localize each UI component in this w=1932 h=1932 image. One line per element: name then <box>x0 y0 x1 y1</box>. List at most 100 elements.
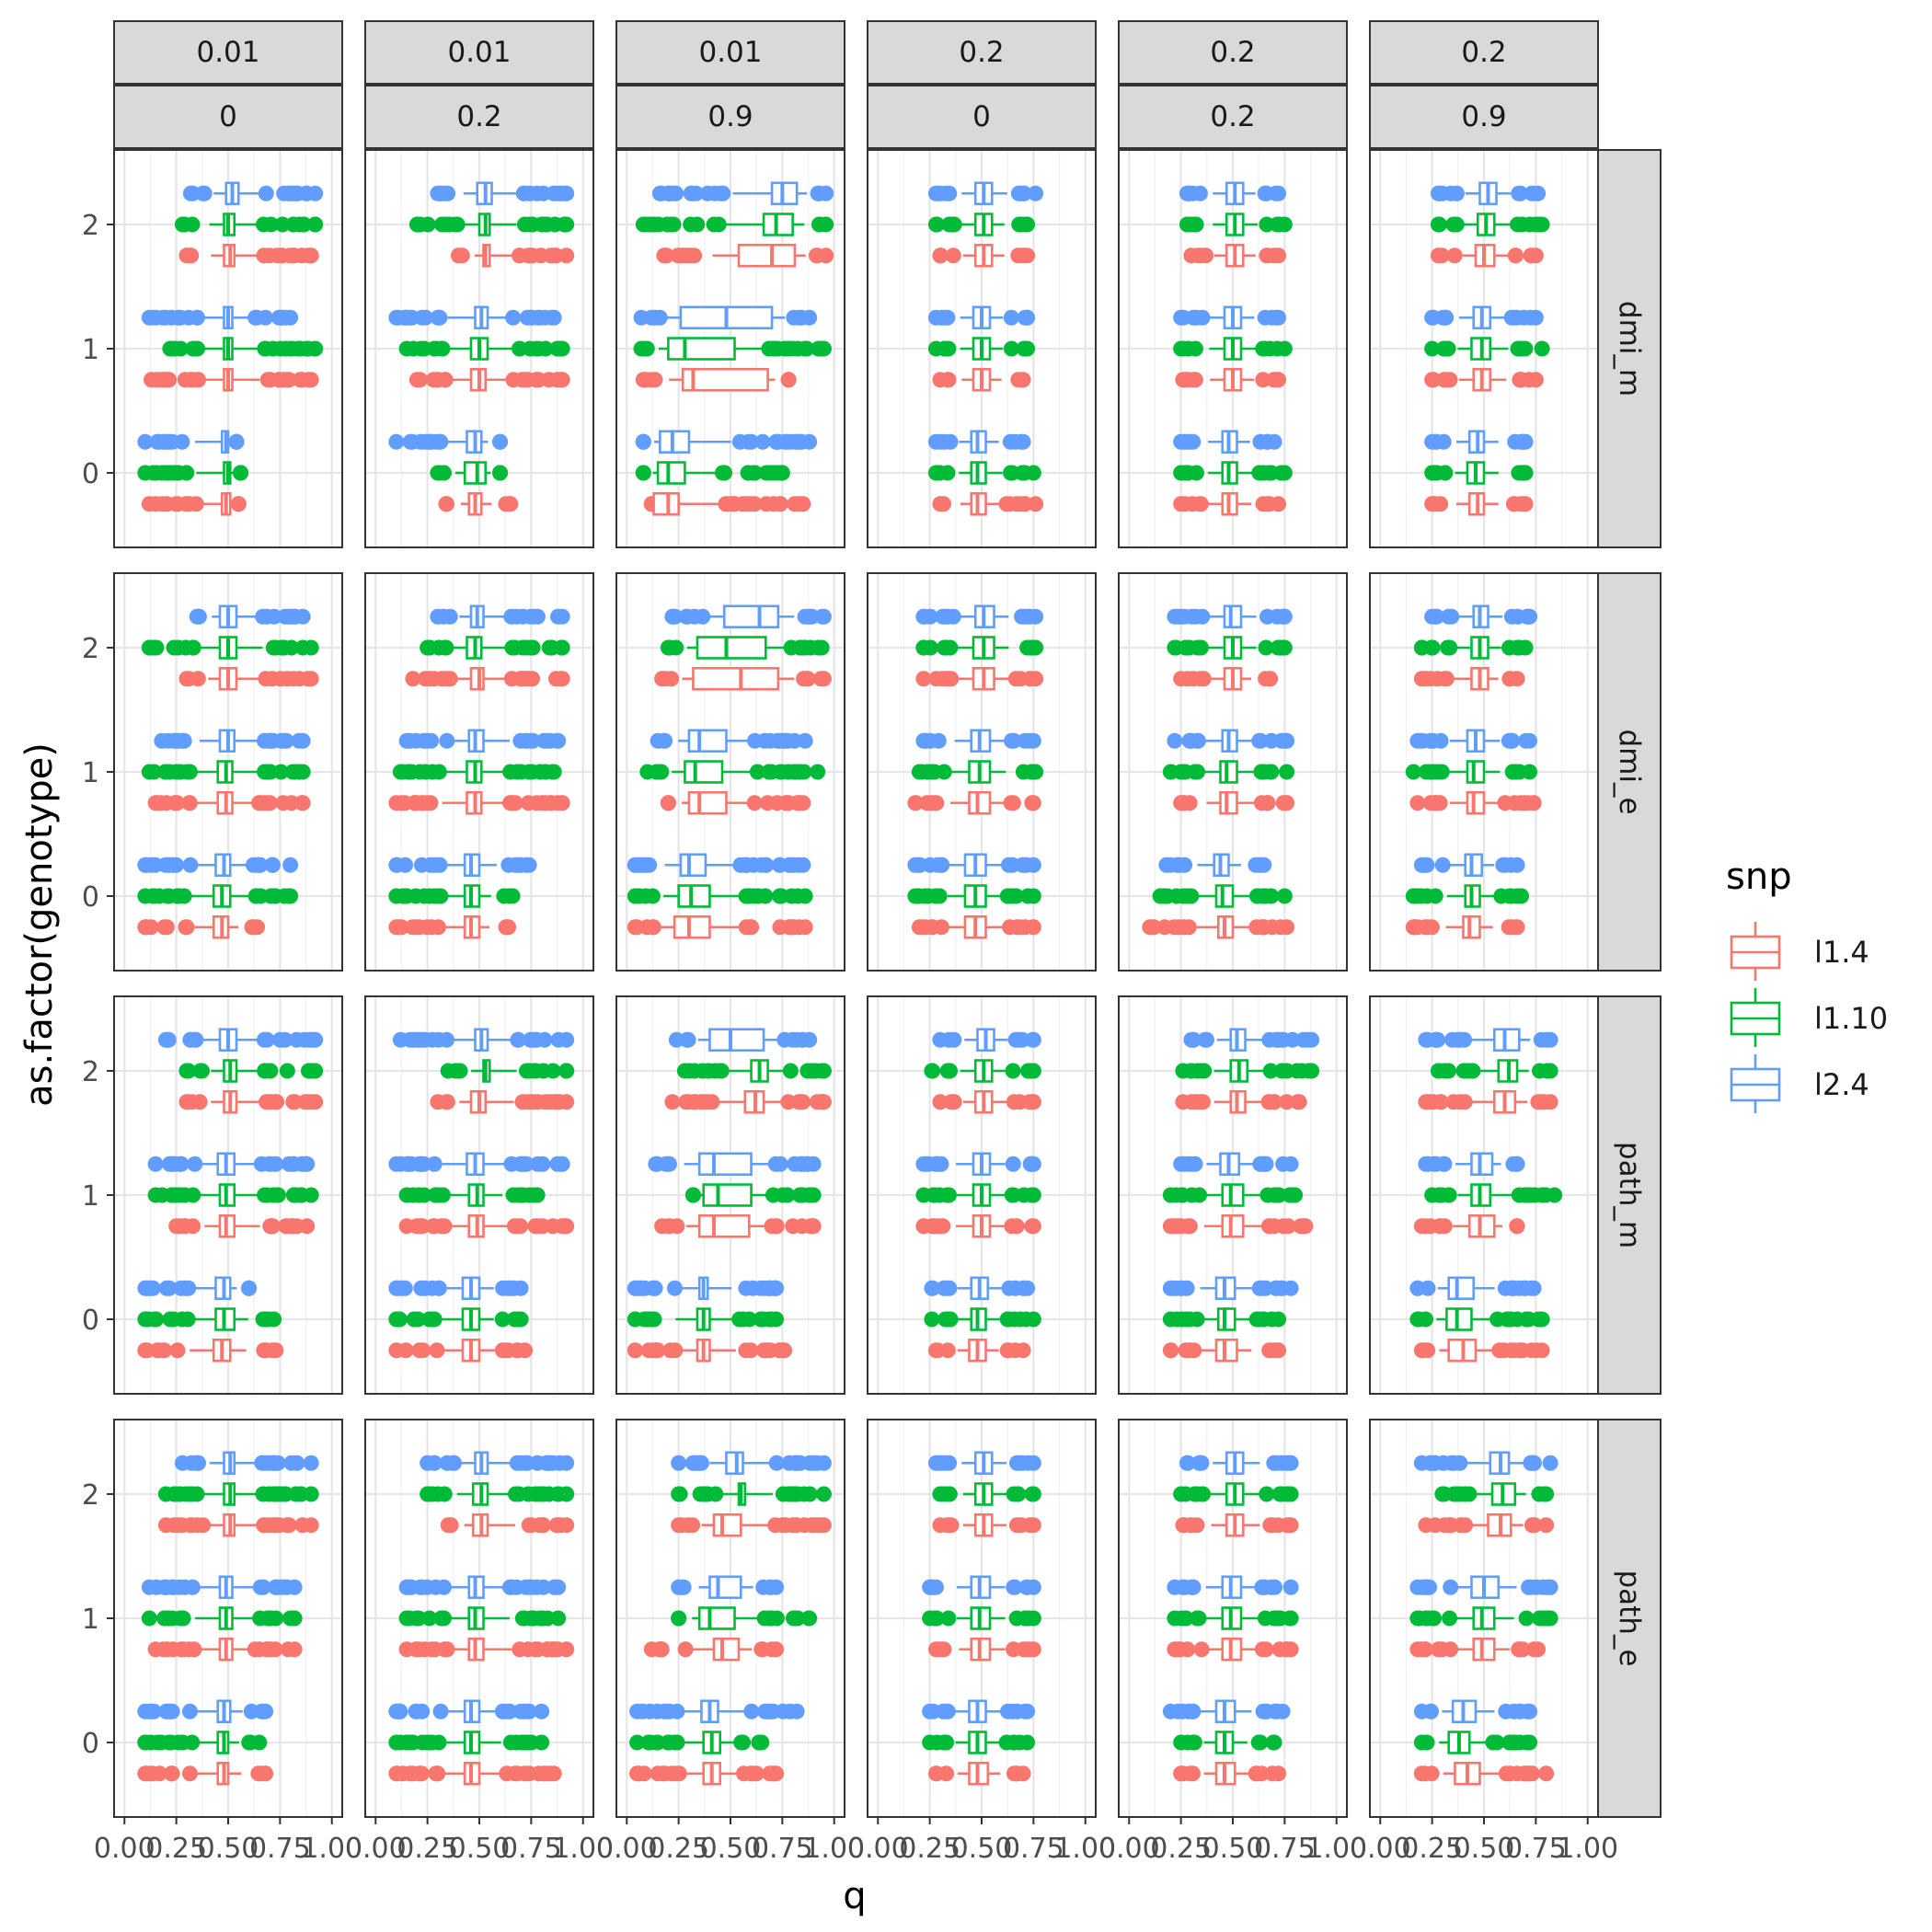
outlier-point <box>137 919 154 936</box>
outlier-point <box>1186 1734 1202 1751</box>
outlier-point <box>1173 340 1190 357</box>
outlier-point <box>792 1455 809 1471</box>
outlier-point <box>1491 1342 1508 1359</box>
box-l1.10-genotype-1 <box>147 1183 319 1207</box>
outlier-point <box>919 795 936 811</box>
outlier-point <box>932 496 949 512</box>
outlier-point <box>1195 1486 1212 1502</box>
outlier-point <box>1181 1342 1198 1359</box>
y-tick-label: 0 <box>82 1305 99 1337</box>
outlier-point <box>1534 340 1550 357</box>
outlier-point <box>1173 309 1190 326</box>
box-l2.4-genotype-1 <box>388 1152 570 1177</box>
outlier-point <box>1436 1517 1453 1534</box>
outlier-point <box>1434 1486 1451 1502</box>
outlier-point <box>541 639 558 656</box>
box-l1.10-genotype-0 <box>137 884 299 908</box>
outlier-point <box>780 795 797 811</box>
box-l2.4-genotype-2 <box>420 1451 575 1476</box>
outlier-point <box>259 372 276 388</box>
outlier-point <box>512 671 529 687</box>
outlier-point <box>272 1486 289 1502</box>
outlier-point <box>509 1218 525 1235</box>
outlier-point <box>185 639 201 656</box>
outlier-point <box>398 1218 415 1235</box>
outlier-point <box>1534 1311 1550 1328</box>
outlier-point <box>648 1156 664 1172</box>
outlier-point <box>500 1280 516 1296</box>
box-l2.4-genotype-0 <box>924 1276 1036 1301</box>
outlier-point <box>266 1311 282 1328</box>
outlier-point <box>1266 1734 1282 1751</box>
outlier-point <box>1461 1486 1478 1502</box>
box-l1.10-genotype-2 <box>927 213 1036 236</box>
panel-dmi_m-3 <box>867 149 1097 548</box>
box-l1.4-genotype-1 <box>932 367 1031 392</box>
panel-border <box>615 572 845 972</box>
outlier-point <box>430 1094 446 1110</box>
outlier-point <box>768 1455 785 1471</box>
box-l2.4-genotype-2 <box>668 1028 818 1052</box>
outlier-point <box>772 496 788 512</box>
outlier-point <box>1279 1063 1295 1079</box>
panel-path_m-4 <box>1118 995 1348 1395</box>
strip-background <box>615 20 845 85</box>
outlier-point <box>1028 185 1044 201</box>
outlier-point <box>252 795 269 811</box>
outlier-point <box>915 1218 932 1235</box>
outlier-point <box>1418 1094 1434 1110</box>
col-strip-label-top: 0.2 <box>1461 36 1506 69</box>
outlier-point <box>633 309 650 326</box>
outlier-point <box>1004 732 1020 749</box>
outlier-point <box>1413 671 1430 687</box>
outlier-point <box>1173 496 1190 512</box>
outlier-point <box>162 1311 178 1328</box>
panel-border <box>867 572 1097 972</box>
outlier-point <box>924 1311 940 1328</box>
outlier-point <box>1511 185 1527 201</box>
y-tick-label: 0 <box>82 881 99 914</box>
outlier-point <box>1276 639 1293 656</box>
outlier-point <box>1276 216 1293 233</box>
box-l2.4-genotype-0 <box>635 430 818 454</box>
outlier-point <box>671 1517 687 1534</box>
outlier-point <box>686 1455 703 1471</box>
outlier-point <box>1010 1486 1027 1502</box>
outlier-point <box>1014 1031 1030 1048</box>
outlier-point <box>1173 1156 1190 1172</box>
row-strip-label: dmi_m <box>1613 301 1646 397</box>
outlier-point <box>558 247 575 264</box>
panels-layer <box>113 149 1599 1818</box>
box-l2.4-genotype-0 <box>907 853 1041 878</box>
outlier-point <box>922 857 938 873</box>
outlier-point <box>295 216 312 233</box>
outlier-point <box>303 639 319 656</box>
y-tick-label: 2 <box>82 1056 99 1088</box>
outlier-point <box>450 247 466 264</box>
outlier-point <box>272 671 289 687</box>
box-body <box>712 1637 741 1662</box>
outlier-point <box>1179 888 1196 904</box>
box-l2.4-genotype-2 <box>1167 604 1293 629</box>
box-l2.4-genotype-2 <box>1179 181 1287 206</box>
outlier-point <box>430 919 446 936</box>
outlier-point <box>1282 1641 1299 1658</box>
box-l1.10-genotype-0 <box>1405 884 1530 908</box>
outlier-point <box>1501 1734 1518 1751</box>
box-l2.4-genotype-2 <box>189 604 311 629</box>
box-l1.10-genotype-0 <box>1162 1307 1287 1331</box>
box-l2.4-genotype-0 <box>1413 1699 1538 1724</box>
outlier-point <box>303 1455 319 1471</box>
outlier-point <box>1424 340 1441 357</box>
outlier-point <box>558 1455 575 1471</box>
outlier-point <box>185 372 201 388</box>
outlier-point <box>275 639 292 656</box>
box-l2.4-genotype-0 <box>388 430 509 454</box>
box-l1.4-genotype-2 <box>1430 243 1544 268</box>
outlier-point <box>416 340 432 357</box>
outlier-point <box>558 1094 575 1110</box>
box-body <box>687 729 728 753</box>
outlier-point <box>738 919 754 936</box>
box-l1.10-genotype-2 <box>157 1482 319 1506</box>
outlier-point <box>279 372 295 388</box>
